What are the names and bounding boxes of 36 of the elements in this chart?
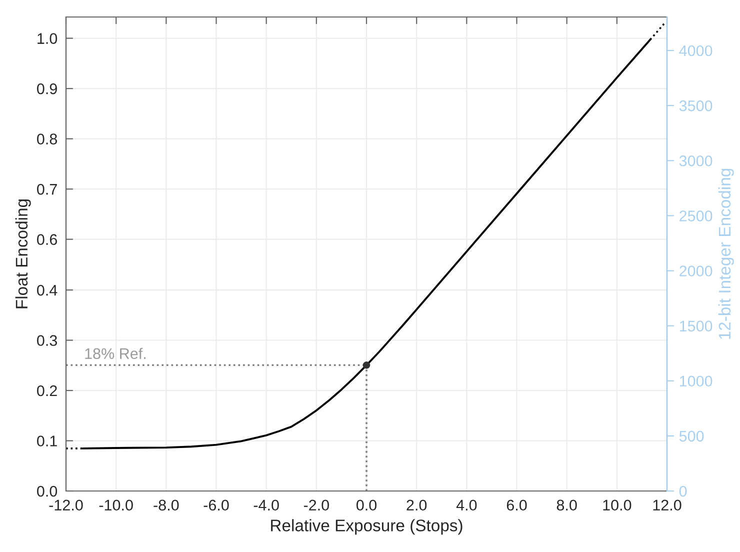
y-tick-label: 1.0 [38, 33, 58, 44]
x-tick-label: -6.0 [204, 500, 229, 511]
x-tick-label: -2.0 [304, 500, 329, 511]
y-tick-label: 0.1 [37, 436, 57, 446]
y-tick-label: 0.3 [37, 335, 57, 346]
y-tick-label: 0.7 [37, 184, 57, 195]
x-tick-label: 10.0 [603, 500, 632, 511]
x-tick-label: 12.0 [653, 500, 682, 511]
x-tick-label: 6.0 [506, 500, 527, 511]
y2-tick-label: 3000 [679, 155, 712, 166]
y-tick-label: 0.2 [37, 385, 57, 396]
y-axis-title: Float Encoding [15, 199, 31, 308]
y2-tick-label: 500 [679, 430, 704, 442]
y2-tick-label: 1500 [680, 320, 712, 332]
y-tick-label: 0.4 [37, 284, 58, 296]
y2-tick-label: 0 [679, 486, 687, 497]
y2-tick-label: 1000 [680, 376, 712, 387]
x-tick-label: 0.0 [356, 500, 377, 511]
y2-tick-label: 2000 [680, 266, 712, 276]
x-tick-label: -10.0 [99, 500, 133, 511]
x-tick-label: 4.0 [456, 500, 477, 511]
y-tick-label: 0.0 [37, 486, 58, 497]
x-tick-label: -4.0 [254, 500, 279, 511]
x-tick-label: 8.0 [556, 500, 577, 511]
y2-tick-label: 3500 [679, 100, 712, 112]
x-tick-label: -8.0 [154, 500, 179, 511]
y-tick-label: 0.9 [37, 83, 57, 94]
x-tick-label: 2.0 [406, 500, 427, 511]
y2-tick-label: 4000 [679, 45, 712, 56]
x-tick-label: -12.0 [49, 500, 83, 511]
annotation: 18% Ref. [85, 348, 146, 360]
y2-axis-title: 12-bit Integer Encoding [718, 168, 734, 339]
y2-tick-label: 2500 [680, 210, 712, 222]
y-tick-label: 0.6 [37, 234, 57, 245]
x-axis-title: Relative Exposure (Stops) [271, 519, 462, 535]
y-tick-label: 0.8 [37, 134, 58, 144]
